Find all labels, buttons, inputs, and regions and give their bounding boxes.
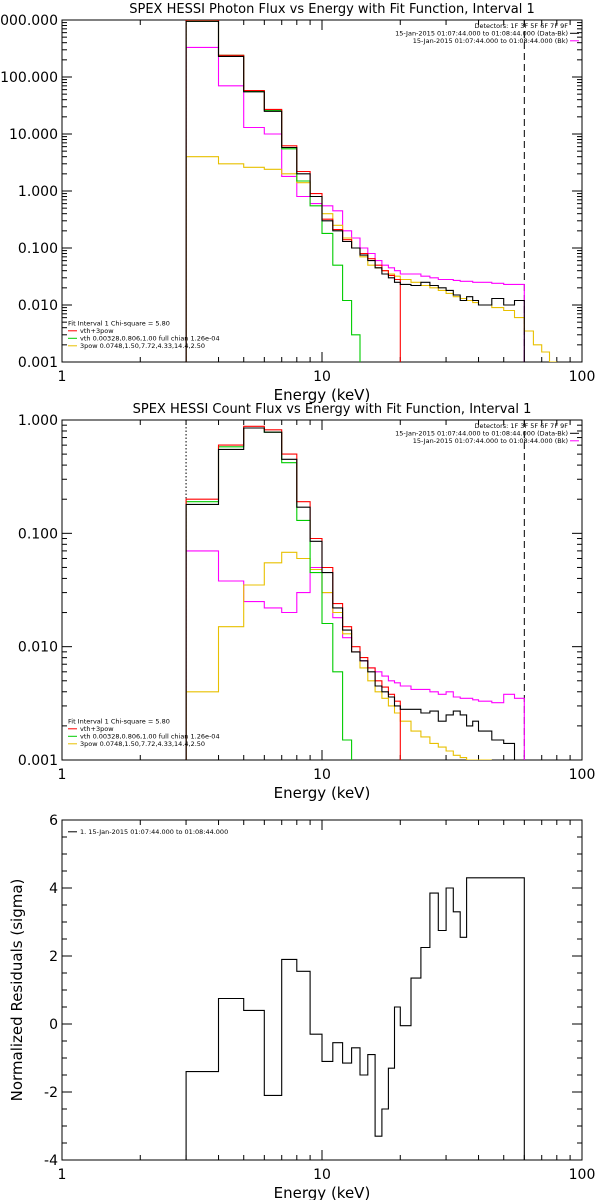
photon-panel: SPEX HESSI Photon Flux vs Energy with Fi… <box>0 2 595 404</box>
residuals-legend-entry: 1. 15-Jan-2015 01:07:44.000 to 01:08:44.… <box>80 828 228 836</box>
count-title: SPEX HESSI Count Flux vs Energy with Fit… <box>133 402 532 417</box>
count-ytick-label: 0.010 <box>18 640 58 656</box>
photon-xtick-label: 100 <box>569 369 596 385</box>
count-plot-area <box>185 420 525 760</box>
residuals-series-residual <box>185 877 525 1160</box>
count-legend-entry: Fit Interval 1 Chi-square = 5.80 <box>68 718 170 726</box>
photon-legend-entry: vth+3pow <box>80 327 114 335</box>
count-series-bk <box>185 550 525 760</box>
count-legend-entry: 3pow 0.0748,1.50,7.72,4.33,14.4,2.50 <box>80 740 205 748</box>
photon-legend-entry: 3pow 0.0748,1.50,7.72,4.33,14.4,2.50 <box>80 342 205 350</box>
photon-header-line: Detectors: 1F 3F 5F 6F 7F 9F <box>474 22 568 30</box>
count-xtick-label: 1 <box>58 767 67 783</box>
residuals-ytick-label: 2 <box>49 949 58 965</box>
photon-ytick-label: 0.001 <box>18 355 58 371</box>
count-series-3pow <box>185 551 492 760</box>
count-xtick-label: 100 <box>569 767 596 783</box>
photon-header-line: 15-Jan-2015 01:07:44.000 to 01:08:44.000… <box>395 30 568 38</box>
count-panel: SPEX HESSI Count Flux vs Energy with Fit… <box>18 402 595 802</box>
count-ytick-label: 0.100 <box>18 526 58 542</box>
count-xtick-label: 10 <box>313 767 331 783</box>
photon-series-vth <box>185 20 361 362</box>
count-header-line: Detectors: 1F 3F 5F 6F 7F 9F <box>474 422 568 430</box>
photon-xtick-label: 10 <box>313 369 331 385</box>
residuals-ytick-label: 4 <box>49 881 58 897</box>
residuals-xlabel: Energy (keV) <box>274 1184 371 1200</box>
photon-ytick-label: 0.100 <box>18 241 58 257</box>
residuals-xtick-label: 1 <box>58 1167 67 1183</box>
photon-legend-entry: vth 0.00328,0.806,1.00 full chian 1.26e-… <box>80 335 220 343</box>
residuals-xtick-label: 10 <box>313 1167 331 1183</box>
photon-series-data-bk <box>185 20 525 362</box>
photon-header-line: 15-Jan-2015 01:07:44.000 to 01:08:44.000… <box>413 37 568 45</box>
count-ytick-label: 0.001 <box>18 753 58 769</box>
count-header-line: 15-Jan-2015 01:07:44.000 to 01:08:44.000… <box>413 437 568 445</box>
count-header-line: 15-Jan-2015 01:07:44.000 to 01:08:44.000… <box>395 430 568 438</box>
count-series-vth <box>185 427 353 760</box>
residuals-ytick-label: 0 <box>49 1017 58 1033</box>
photon-title: SPEX HESSI Photon Flux vs Energy with Fi… <box>129 2 535 17</box>
photon-ytick-label: 10.000 <box>9 127 58 143</box>
photon-ytick-label: 100.000 <box>0 70 58 86</box>
count-series-data-bk <box>185 427 516 760</box>
count-xlabel: Energy (keV) <box>274 784 371 802</box>
photon-series-bk <box>185 46 525 362</box>
count-ytick-label: 1.000 <box>18 413 58 429</box>
count-legend-entry: vth 0.00328,0.806,1.00 full chian 1.26e-… <box>80 733 220 741</box>
residuals-axes-frame <box>61 819 583 1161</box>
count-series-vth+3pow <box>185 425 401 760</box>
residuals-plot-area <box>185 877 525 1160</box>
residuals-ytick-label: -4 <box>44 1153 58 1169</box>
residuals-ytick-label: 6 <box>49 813 58 829</box>
photon-series-3pow <box>185 156 557 362</box>
photon-plot-area <box>185 20 557 362</box>
photon-xtick-label: 1 <box>58 369 67 385</box>
residuals-ytick-label: -2 <box>44 1085 58 1101</box>
residuals-panel: 1 10 100 -4 -2 0 2 4 6 Energy (keV) Normalized Res… <box>8 813 596 1202</box>
residuals-ylabel: Normalized Residuals (sigma) <box>8 879 26 1102</box>
photon-ytick-label: 0.010 <box>18 298 58 314</box>
count-legend-entry: vth+3pow <box>80 725 114 733</box>
photon-xlabel: Energy (keV) <box>274 386 371 404</box>
photon-ytick-label: 1.000 <box>18 184 58 200</box>
residuals-xtick-label: 100 <box>569 1167 596 1183</box>
photon-legend-entry: Fit Interval 1 Chi-square = 5.80 <box>68 320 170 328</box>
